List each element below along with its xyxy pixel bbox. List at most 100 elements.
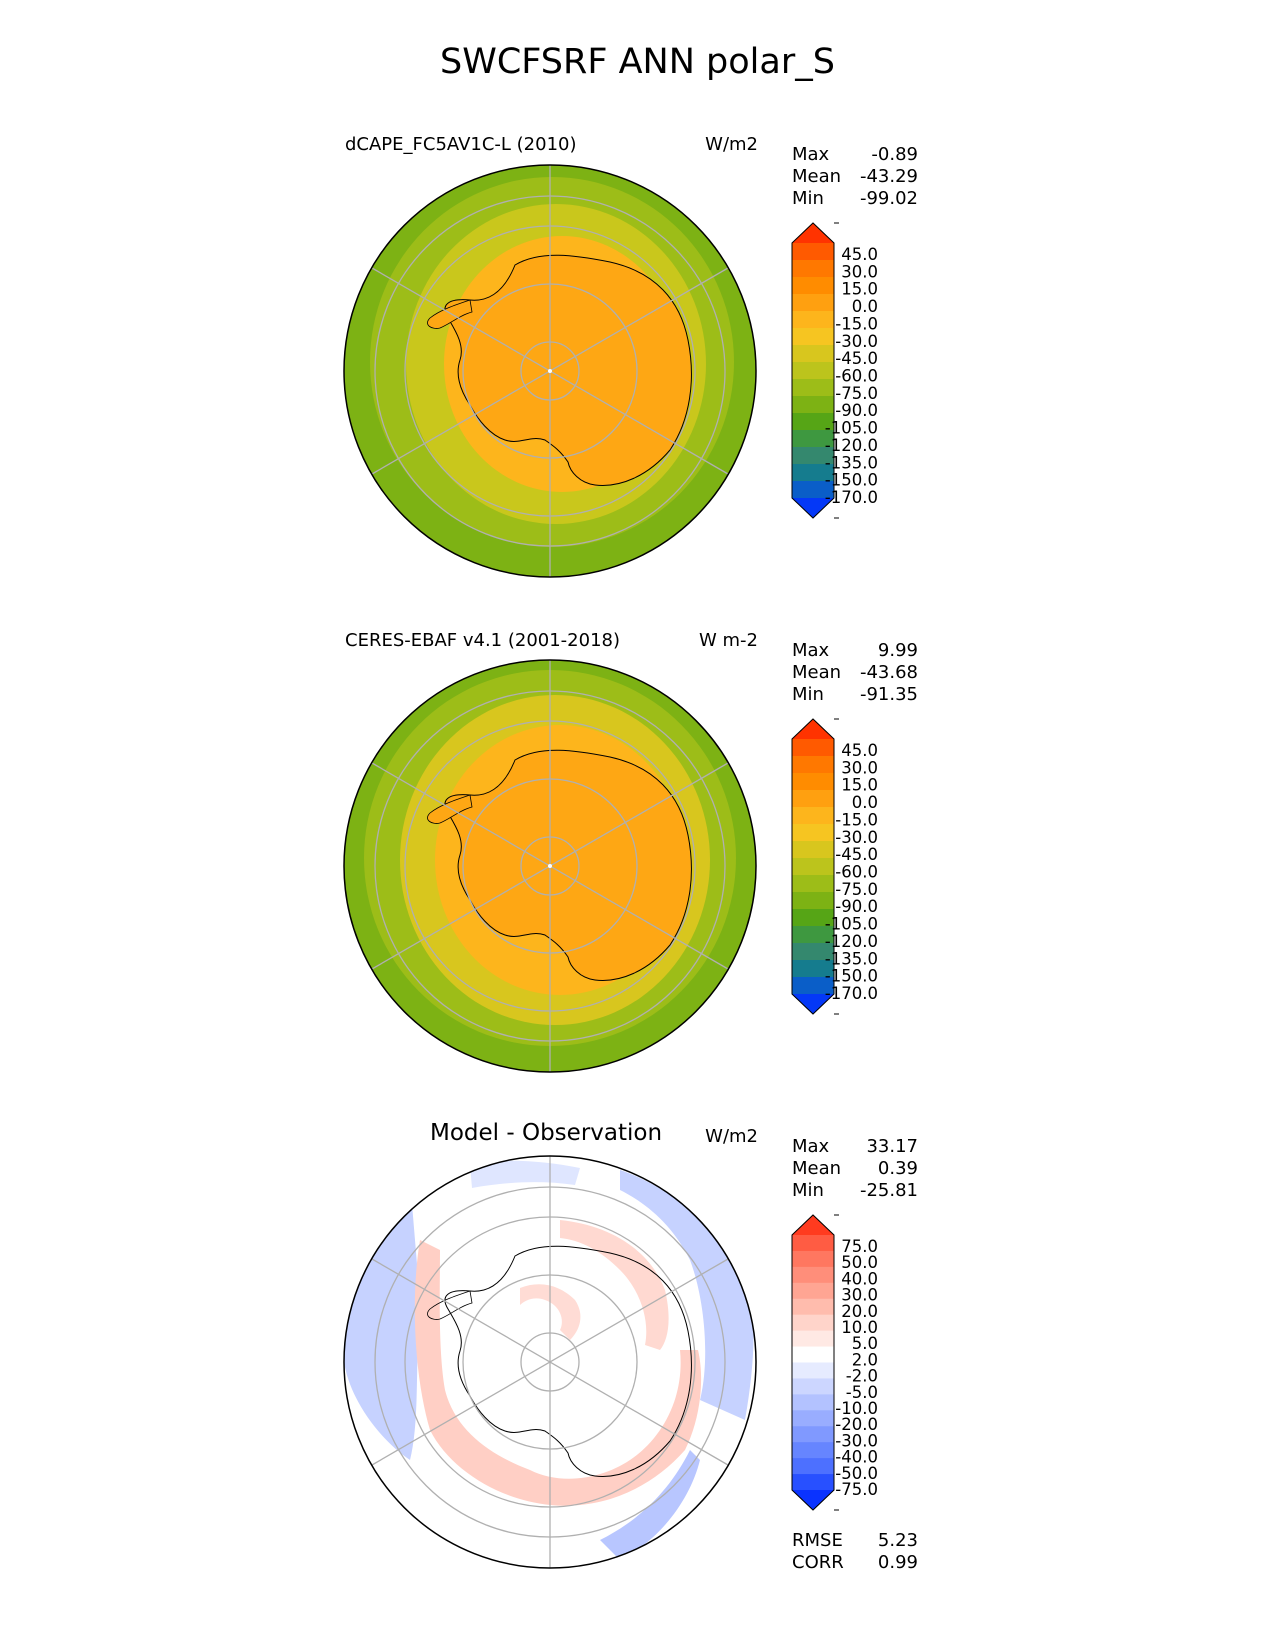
stat-label: Max (792, 1136, 830, 1157)
metric-label: RMSE (792, 1530, 843, 1551)
colorbar-segment (792, 1282, 834, 1300)
colorbar-panel-1: 45.030.015.00.0-15.0-30.0-45.0-60.0-75.0… (791, 222, 878, 519)
colorbar-segment (792, 1266, 834, 1284)
panel-2-title: CERES-EBAF v4.1 (2001-2018) (345, 630, 621, 651)
colorbar-segment (792, 311, 834, 329)
colorbar-segment (792, 824, 834, 842)
panel-1-stats: Max -0.89 Mean -43.29 Min -99.02 (792, 144, 918, 210)
colorbar-segment (792, 943, 834, 961)
colorbar-segment (792, 756, 834, 774)
map-panel-3 (343, 1155, 757, 1569)
map-boundary (343, 164, 757, 578)
panel-3-stats: Max 33.17 Mean 0.39 Min -25.81 (792, 1136, 918, 1202)
colorbar-tick-label: -170.0 (825, 984, 878, 1003)
colorbar-panel-2: 45.030.015.00.0-15.0-30.0-45.0-60.0-75.0… (791, 718, 878, 1015)
colorbar-tick-label: -30.0 (835, 332, 878, 351)
colorbar-tick-label: 45.0 (841, 741, 878, 760)
positive-anomaly-pole (520, 1284, 581, 1340)
panel-3-title: Model - Observation (430, 1120, 663, 1146)
colorbar-tick-label: -135.0 (825, 453, 878, 472)
colorbar-tick-label: -90.0 (835, 897, 878, 916)
colorbar-tick-label: -150.0 (825, 967, 878, 986)
pole-marker (548, 864, 552, 868)
colorbar-tick-label: -2.0 (846, 1367, 878, 1386)
colorbar-panel-3: 75.050.040.030.020.010.05.02.0-2.0-5.0-1… (791, 1214, 878, 1511)
colorbar-segment (792, 277, 834, 295)
colorbar-segment (792, 328, 834, 346)
colorbar-tick-label: -45.0 (835, 349, 878, 368)
colorbar-extend-max (792, 1215, 834, 1235)
panel-3-metrics: RMSE 5.23 CORR 0.99 (792, 1530, 918, 1574)
colorbar-tick-label: -30.0 (835, 828, 878, 847)
stat-value: -25.81 (859, 1180, 918, 1201)
colorbar-segment (792, 1314, 834, 1332)
stat-label: Min (792, 1180, 824, 1201)
colorbar-segment (792, 260, 834, 278)
map-boundary (343, 659, 757, 1073)
colorbar-tick-label: 50.0 (841, 1253, 878, 1272)
stat-value: -43.29 (859, 166, 918, 187)
colorbar-segment (792, 447, 834, 465)
colorbar-tick-label: 45.0 (841, 245, 878, 264)
stat-label: Min (792, 188, 824, 209)
colorbar-segment (792, 345, 834, 363)
metric-value: 0.99 (877, 1552, 918, 1573)
graticule (371, 1156, 729, 1568)
colorbar-tick-label: 15.0 (841, 776, 878, 795)
colorbar-tick-label: 2.0 (852, 1350, 878, 1369)
figure-title: SWCFSRF ANN polar_S (440, 42, 835, 82)
stat-label: Mean (792, 166, 842, 187)
antarctica-coastline (444, 1245, 692, 1477)
colorbar-tick-label: -30.0 (835, 1431, 878, 1450)
stat-value: -91.35 (859, 684, 918, 705)
colorbar-segment (792, 413, 834, 431)
colorbar-tick-label: -5.0 (846, 1383, 878, 1402)
colorbar-extend-min (792, 994, 834, 1014)
colorbar-segment (792, 396, 834, 414)
colorbar-segment (792, 926, 834, 944)
pole-marker (548, 369, 552, 373)
colorbar-tick-label: -60.0 (835, 367, 878, 386)
colorbar-extend-min (792, 498, 834, 518)
colorbar-tick-label: 0.0 (852, 297, 878, 316)
negative-anomaly-east (620, 1170, 754, 1420)
colorbar-segment (792, 1458, 834, 1475)
colorbar-tick-label: -15.0 (835, 314, 878, 333)
colorbar-segment (792, 1474, 834, 1491)
negative-anomaly-north (470, 1160, 580, 1188)
colorbar-tick-label: -15.0 (835, 810, 878, 829)
metric-value: 5.23 (877, 1530, 918, 1551)
colorbar-tick-label: -90.0 (835, 401, 878, 420)
stat-value: -0.89 (871, 144, 918, 165)
colorbar-outline (791, 222, 835, 519)
colorbar-segment (792, 1330, 834, 1348)
colorbar-segment (792, 841, 834, 859)
colorbar-extend-max (792, 719, 834, 739)
colorbar-outline (791, 718, 835, 1015)
colorbar-tick-label: -10.0 (835, 1399, 878, 1418)
colorbar-tick-label: -120.0 (825, 932, 878, 951)
meridian-120-300 (371, 1258, 729, 1466)
colorbar-segment (792, 739, 834, 757)
map-boundary (343, 1155, 757, 1569)
metric-label: CORR (792, 1552, 844, 1573)
stat-label: Mean (792, 1158, 842, 1179)
colorbar-tick-label: 30.0 (841, 1286, 878, 1305)
colorbar-segment (792, 858, 834, 876)
stat-value: -99.02 (859, 188, 918, 209)
colorbar-tick-label: -60.0 (835, 863, 878, 882)
colorbar-tick-label: -150.0 (825, 471, 878, 490)
colorbar-tick-label: -105.0 (825, 915, 878, 934)
colorbar-segment (792, 1298, 834, 1316)
panel-1-title: dCAPE_FC5AV1C-L (2010) (345, 134, 577, 155)
colorbar-tick-label: -40.0 (835, 1448, 878, 1467)
stat-label: Mean (792, 662, 842, 683)
colorbar-tick-label: -45.0 (835, 845, 878, 864)
colorbar-segment (792, 243, 834, 261)
colorbar-segment (792, 464, 834, 482)
colorbar-segment (792, 960, 834, 978)
colorbar-extend-min (792, 1490, 834, 1510)
colorbar-tick-label: 40.0 (841, 1269, 878, 1288)
colorbar-segment (792, 1410, 834, 1427)
positive-anomaly-interior (560, 1220, 669, 1350)
